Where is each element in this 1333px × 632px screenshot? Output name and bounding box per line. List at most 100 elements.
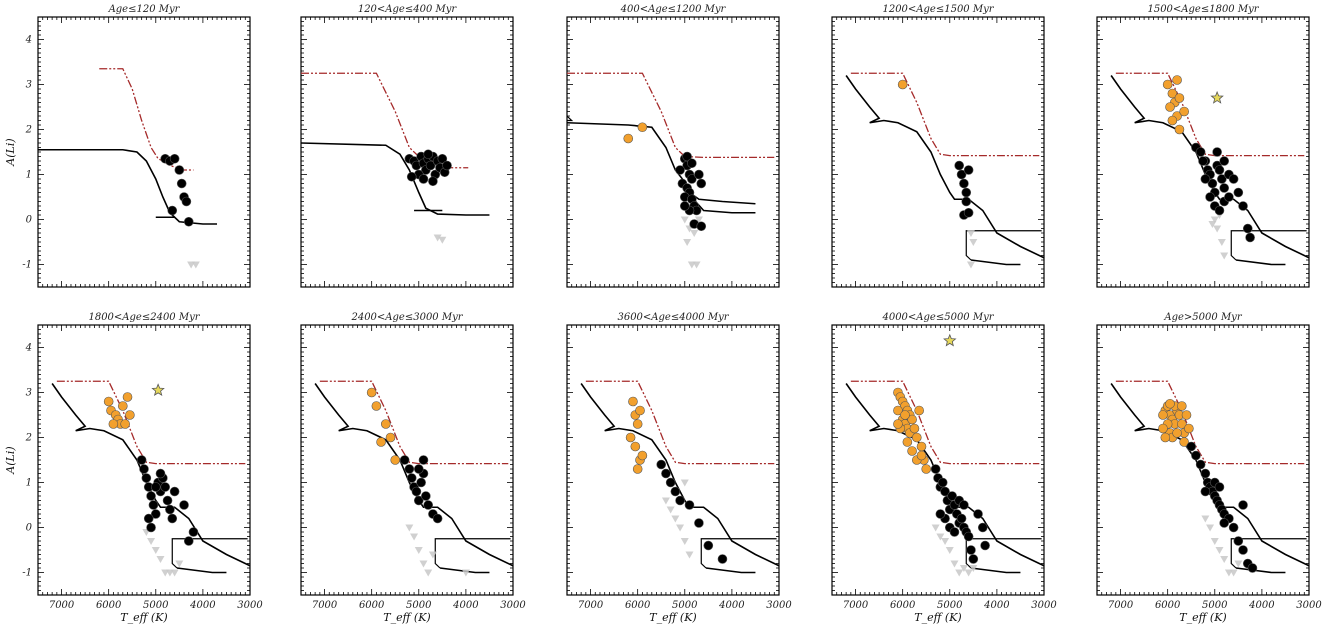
x-axis-label: T_eff (K) <box>1179 611 1226 624</box>
normal-point <box>432 513 443 524</box>
normal-point <box>961 187 972 198</box>
normal-point <box>146 491 156 501</box>
normal-point <box>1228 522 1239 533</box>
black-model-track <box>434 538 511 569</box>
scatter-points <box>893 333 990 577</box>
normal-point <box>937 477 948 488</box>
upper-limit-point <box>414 547 423 554</box>
black-model-track <box>1235 567 1286 574</box>
li-rich-point <box>632 419 643 429</box>
upper-limit-point <box>683 239 692 246</box>
normal-point <box>717 554 728 564</box>
upper-limit-point <box>671 515 680 523</box>
normal-point <box>183 536 194 546</box>
normal-point <box>416 477 426 488</box>
red-model-track <box>1115 72 1305 157</box>
normal-point <box>148 500 159 510</box>
normal-point <box>959 178 969 189</box>
upper-limit-point <box>428 551 437 559</box>
li-rich-point <box>1181 410 1192 420</box>
plot-frame <box>1096 324 1310 596</box>
panel-6: 1800<Age≤2400 Myr 4 3 2 1 0 -1 A(Li) 7000 6000 500… <box>4 312 263 624</box>
normal-point <box>687 158 697 169</box>
panel-2: 120<Age≤400 Myr <box>300 4 514 288</box>
normal-point <box>1195 459 1206 470</box>
li-rich-point <box>1174 124 1185 135</box>
upper-limit-point <box>147 538 156 545</box>
red-model-track <box>585 380 775 465</box>
li-rich-point <box>916 441 927 452</box>
upper-limit-point <box>950 560 959 568</box>
x-tick-label: 6000 <box>96 600 122 611</box>
li-rich-point <box>911 432 922 443</box>
y-tick-label: 4 <box>25 343 32 354</box>
x-tick-label: 3000 <box>1296 600 1322 611</box>
upper-limit-point <box>959 565 968 572</box>
black-model-track <box>700 538 777 569</box>
normal-point <box>1233 187 1244 198</box>
x-tick-label: 5000 <box>672 600 698 611</box>
upper-limit-point <box>1217 239 1226 246</box>
red-model-track <box>850 72 1040 157</box>
scatter-points <box>404 149 452 244</box>
black-model-track <box>1230 538 1307 569</box>
normal-point <box>1214 205 1225 216</box>
model-tracks <box>567 72 775 214</box>
scatter-points <box>625 396 728 564</box>
upper-limit-point <box>170 569 179 577</box>
li-rich-point <box>1165 398 1175 409</box>
y-tick-label: 1 <box>26 478 32 489</box>
model-tracks <box>301 72 490 216</box>
y-tick-label: -1 <box>22 260 32 271</box>
x-tick-label: 3000 <box>766 600 792 611</box>
upper-limit-point <box>680 216 689 224</box>
y-tick-label: 3 <box>26 80 32 91</box>
panel-title: Age>5000 Myr <box>1163 312 1242 323</box>
x-tick-label: 3000 <box>237 600 263 611</box>
normal-point <box>406 473 417 483</box>
panel-7: 2400<Age≤3000 Myr 7000 6000 5000 4000 3000 T_e… <box>300 312 526 624</box>
upper-limit-point <box>1234 560 1243 568</box>
li-rich-point <box>122 392 133 402</box>
y-tick-label: 1 <box>26 170 32 181</box>
panel-title: 400<Age≤1200 Myr <box>620 4 727 15</box>
li-rich-point <box>893 405 903 416</box>
normal-point <box>146 522 156 533</box>
y-tick-label: 4 <box>25 35 32 46</box>
normal-point <box>1238 545 1248 555</box>
upper-limit-point <box>690 230 699 237</box>
normal-point <box>139 464 149 474</box>
upper-limit-point <box>694 216 703 224</box>
normal-point <box>940 486 950 497</box>
li-rich-point <box>902 437 913 447</box>
normal-point <box>1219 156 1229 166</box>
li-rich-point <box>1158 410 1168 420</box>
black-model-track <box>970 259 1021 266</box>
li-rich-point <box>371 401 382 411</box>
normal-point <box>696 178 707 189</box>
black-model-track <box>965 230 1042 261</box>
upper-limit-point <box>424 569 433 577</box>
upper-limit-point <box>1208 221 1217 228</box>
normal-point <box>418 174 429 184</box>
normal-point <box>973 509 983 519</box>
plot-frame <box>300 16 514 288</box>
black-model-track <box>176 567 227 574</box>
li-rich-point <box>366 387 377 398</box>
upper-limit-point <box>964 569 973 577</box>
scatter-points <box>897 79 978 269</box>
upper-limit-point <box>438 236 447 244</box>
normal-point <box>963 165 974 175</box>
upper-limit-point <box>433 234 442 242</box>
normal-point <box>181 196 192 207</box>
normal-point <box>1224 192 1234 202</box>
x-tick-label: 5000 <box>1202 600 1228 611</box>
x-tick-label: 4000 <box>1248 600 1275 611</box>
normal-point <box>1191 450 1201 461</box>
li-rich-point <box>916 450 927 461</box>
upper-limit-point <box>680 479 689 487</box>
black-model-track <box>1230 230 1307 261</box>
normal-point <box>413 464 424 474</box>
upper-limit-point <box>1206 524 1215 532</box>
normal-point <box>656 459 667 470</box>
